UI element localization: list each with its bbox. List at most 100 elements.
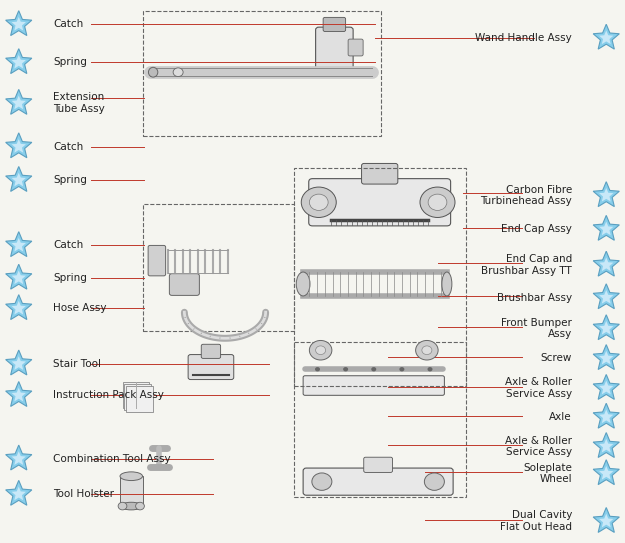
Ellipse shape: [120, 472, 142, 481]
Text: Axle: Axle: [549, 412, 572, 422]
Polygon shape: [6, 382, 32, 406]
Circle shape: [343, 367, 348, 371]
FancyBboxPatch shape: [309, 179, 451, 226]
Polygon shape: [6, 49, 32, 73]
Polygon shape: [11, 96, 26, 109]
Polygon shape: [11, 139, 26, 153]
Polygon shape: [599, 257, 614, 271]
Text: Front Bumper
Assy: Front Bumper Assy: [501, 318, 572, 339]
Polygon shape: [593, 433, 619, 457]
Polygon shape: [593, 216, 619, 240]
Polygon shape: [6, 481, 32, 505]
Text: Spring: Spring: [53, 58, 87, 67]
Polygon shape: [6, 90, 32, 114]
Circle shape: [428, 194, 447, 211]
Polygon shape: [6, 264, 32, 289]
Ellipse shape: [296, 272, 310, 296]
Polygon shape: [11, 301, 26, 314]
Polygon shape: [6, 232, 32, 256]
Text: Tool Holster: Tool Holster: [53, 489, 114, 499]
Polygon shape: [599, 30, 614, 44]
Polygon shape: [11, 173, 26, 186]
Bar: [124, 384, 151, 410]
Circle shape: [301, 187, 336, 218]
Bar: [126, 386, 152, 412]
FancyBboxPatch shape: [201, 344, 221, 358]
Polygon shape: [11, 17, 26, 30]
Circle shape: [309, 340, 332, 360]
Polygon shape: [6, 167, 32, 191]
Polygon shape: [6, 11, 32, 35]
Text: Dual Cavity
Flat Out Head: Dual Cavity Flat Out Head: [500, 510, 572, 532]
Ellipse shape: [149, 67, 158, 77]
FancyBboxPatch shape: [323, 17, 346, 31]
Bar: [122, 382, 149, 408]
Bar: [294, 342, 466, 497]
Polygon shape: [593, 375, 619, 399]
FancyBboxPatch shape: [364, 457, 392, 472]
Text: Catch: Catch: [53, 241, 83, 250]
Text: Spring: Spring: [53, 273, 87, 283]
Bar: [142, 204, 294, 331]
FancyBboxPatch shape: [188, 355, 234, 380]
FancyBboxPatch shape: [148, 245, 166, 276]
Polygon shape: [599, 222, 614, 235]
Text: Carbon Fibre
Turbinehead Assy: Carbon Fibre Turbinehead Assy: [480, 185, 572, 206]
Text: Wand Handle Assy: Wand Handle Assy: [475, 33, 572, 43]
Polygon shape: [593, 403, 619, 428]
Polygon shape: [6, 295, 32, 319]
Text: Axle & Roller
Service Assy: Axle & Roller Service Assy: [505, 435, 572, 457]
Polygon shape: [593, 508, 619, 532]
Ellipse shape: [442, 272, 452, 296]
Polygon shape: [11, 451, 26, 465]
Circle shape: [315, 367, 320, 371]
FancyBboxPatch shape: [316, 27, 353, 73]
Circle shape: [312, 473, 332, 490]
Text: Hose Assy: Hose Assy: [53, 304, 107, 313]
Polygon shape: [599, 290, 614, 304]
Text: Combination Tool Assy: Combination Tool Assy: [53, 454, 171, 464]
Polygon shape: [593, 460, 619, 484]
Polygon shape: [593, 345, 619, 369]
Polygon shape: [599, 439, 614, 452]
Circle shape: [118, 502, 127, 510]
Text: End Cap Assy: End Cap Assy: [501, 224, 572, 234]
Polygon shape: [593, 251, 619, 276]
FancyBboxPatch shape: [348, 39, 363, 56]
Polygon shape: [599, 188, 614, 201]
Text: Extension
Tube Assy: Extension Tube Assy: [53, 92, 105, 114]
Polygon shape: [6, 350, 32, 375]
Circle shape: [309, 194, 328, 211]
Polygon shape: [599, 409, 614, 423]
Circle shape: [173, 68, 183, 77]
Circle shape: [422, 346, 432, 355]
Polygon shape: [11, 270, 26, 284]
FancyBboxPatch shape: [303, 376, 444, 395]
Polygon shape: [599, 381, 614, 394]
Polygon shape: [6, 133, 32, 157]
Polygon shape: [599, 466, 614, 479]
Polygon shape: [599, 321, 614, 334]
Text: Catch: Catch: [53, 142, 83, 151]
Polygon shape: [593, 182, 619, 206]
Text: Catch: Catch: [53, 20, 83, 29]
Text: Axle & Roller
Service Assy: Axle & Roller Service Assy: [505, 377, 572, 399]
Polygon shape: [593, 24, 619, 49]
Polygon shape: [593, 284, 619, 308]
Polygon shape: [6, 445, 32, 470]
FancyBboxPatch shape: [361, 163, 398, 184]
Text: Stair Tool: Stair Tool: [53, 359, 101, 369]
FancyBboxPatch shape: [169, 274, 199, 295]
FancyBboxPatch shape: [303, 468, 453, 495]
Bar: [294, 168, 466, 386]
Circle shape: [424, 473, 444, 490]
Circle shape: [399, 367, 404, 371]
Circle shape: [136, 502, 144, 510]
Polygon shape: [599, 514, 614, 527]
Polygon shape: [11, 356, 26, 370]
Text: Brushbar Assy: Brushbar Assy: [497, 293, 572, 302]
Polygon shape: [11, 487, 26, 500]
Bar: [120, 476, 142, 506]
Text: Instruction Pack Assy: Instruction Pack Assy: [53, 390, 164, 400]
Polygon shape: [11, 388, 26, 401]
